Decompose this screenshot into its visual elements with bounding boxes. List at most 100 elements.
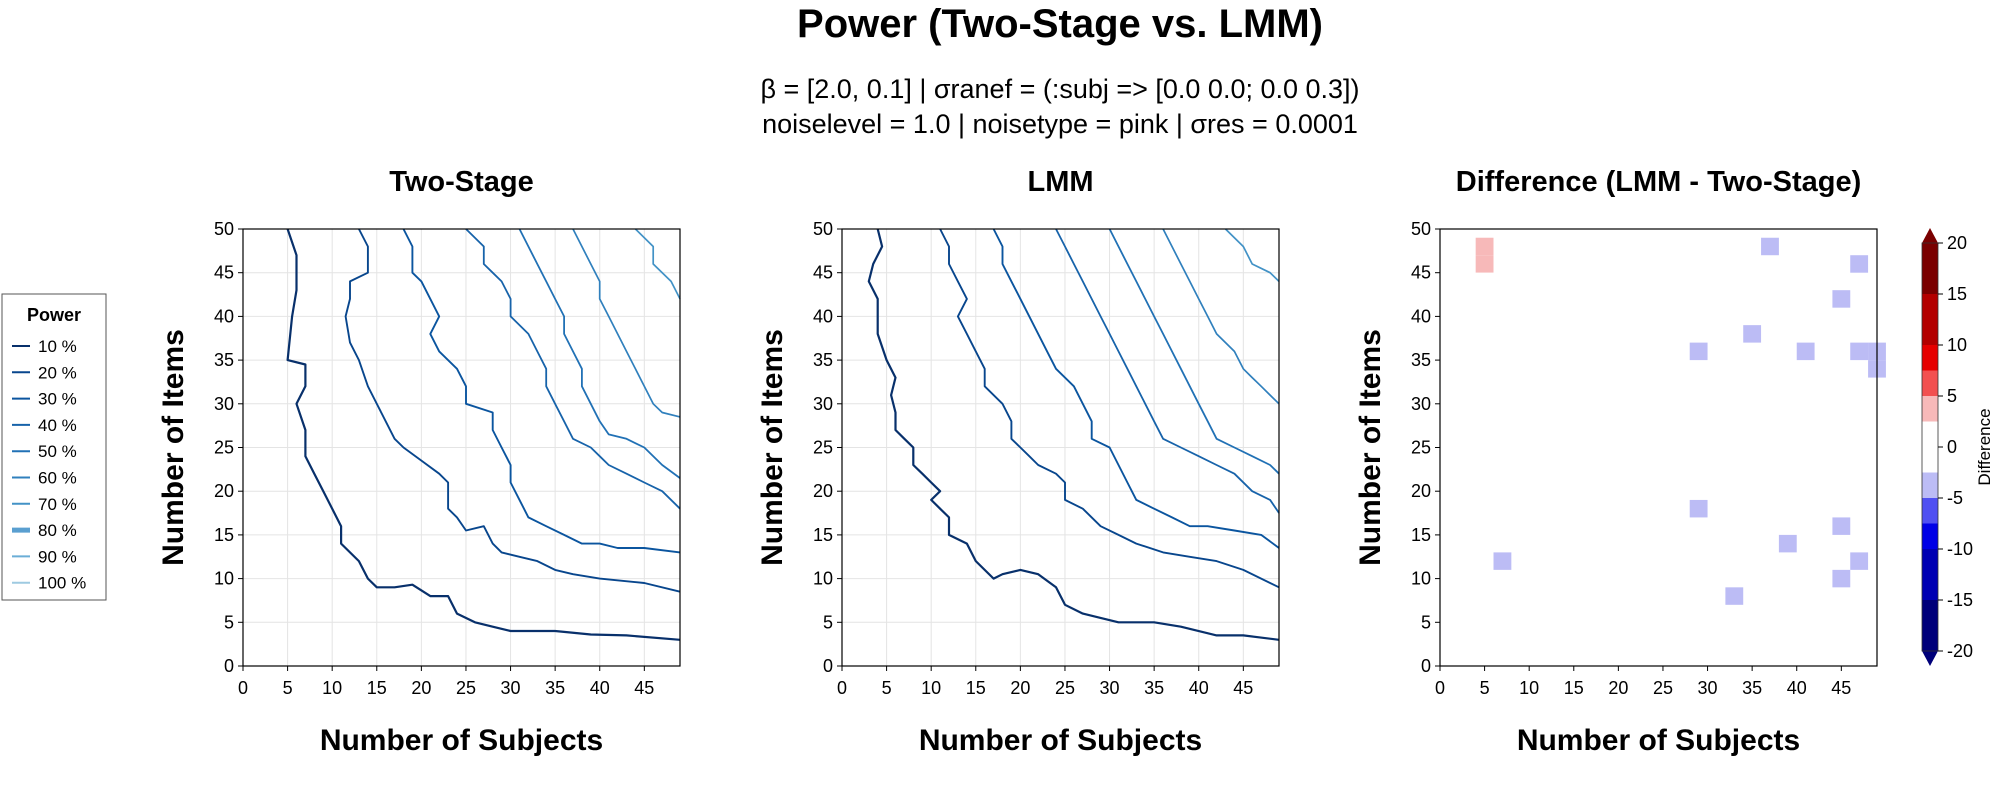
colorbar-label: Difference <box>1975 408 1994 485</box>
colorbar-tick-label: -20 <box>1947 641 1973 661</box>
heatmap-cell <box>1850 342 1869 361</box>
y-tick-label: 0 <box>224 656 234 676</box>
legend-item-label: 20 % <box>38 363 77 382</box>
legend-item-label: 70 % <box>38 495 77 514</box>
y-axis-label: Number of Items <box>1354 329 1387 566</box>
heatmap-cell <box>1689 587 1708 605</box>
heatmap-cell <box>1689 342 1708 361</box>
contour-line-50pct <box>1108 228 1280 475</box>
heatmap-cell <box>1448 325 1467 343</box>
legend-item-label: 10 % <box>38 337 77 356</box>
y-tick-label: 20 <box>1411 481 1431 501</box>
colorbar-tick-label: 15 <box>1947 284 1967 304</box>
legend-item-label: 90 % <box>38 547 77 566</box>
panel-title: Difference (LMM - Two-Stage) <box>1456 166 1861 198</box>
y-tick-label: 35 <box>214 350 234 370</box>
y-tick-label: 15 <box>214 525 234 545</box>
x-tick-label: 25 <box>1653 678 1673 698</box>
x-tick-label: 5 <box>283 678 293 698</box>
x-tick-label: 45 <box>1831 678 1851 698</box>
x-tick-label: 10 <box>1519 678 1539 698</box>
y-tick-label: 30 <box>813 394 833 414</box>
contour-line-60pct <box>1162 228 1280 405</box>
legend-item-label: 60 % <box>38 469 77 488</box>
panel-title: Two-Stage <box>389 166 533 198</box>
colorbar-bin <box>1922 396 1938 422</box>
contour-line-10pct <box>867 228 1280 641</box>
x-tick-label: 35 <box>545 678 565 698</box>
contour-line-50pct <box>518 228 681 479</box>
heatmap-cell <box>1493 552 1512 570</box>
y-axis-label: Number of Items <box>756 329 789 566</box>
y-tick-label: 10 <box>1411 569 1431 589</box>
x-axis-label: Number of Subjects <box>320 724 603 757</box>
heatmap-cell <box>1850 552 1869 570</box>
x-tick-label: 40 <box>1787 678 1807 698</box>
heatmap-cell <box>1743 325 1762 343</box>
panel-0: Two-Stage 0 5 10 15 20 25 30 35 40 45 0 5 10 15 20 25 30 3… <box>157 166 681 757</box>
y-tick-label: 50 <box>813 219 833 239</box>
colorbar-bin <box>1922 549 1938 600</box>
x-tick-label: 30 <box>501 678 521 698</box>
plot-frame <box>1439 228 1878 667</box>
legend-item-label: 80 % <box>38 521 77 540</box>
chart-panels: Two-Stage 0 5 10 15 20 25 30 35 40 45 0 5 10 15 20 25 30 3… <box>157 166 1886 757</box>
heatmap-cell <box>1850 255 1869 273</box>
legend-item-label: 100 % <box>38 574 86 593</box>
contour-line-10pct <box>286 228 681 641</box>
y-tick-label: 40 <box>813 306 833 326</box>
contour-line-70pct <box>1224 228 1280 283</box>
x-tick-label: 25 <box>456 678 476 698</box>
x-tick-label: 15 <box>1564 678 1584 698</box>
contour-line-30pct <box>992 228 1280 549</box>
heatmap-cell <box>1475 255 1494 273</box>
y-axis-label: Number of Items <box>157 329 190 566</box>
x-tick-label: 0 <box>837 678 847 698</box>
y-tick-label: 20 <box>214 481 234 501</box>
x-tick-label: 35 <box>1742 678 1762 698</box>
x-tick-label: 30 <box>1698 678 1718 698</box>
heatmap-cell <box>1761 552 1779 570</box>
colorbar-bin <box>1922 421 1938 473</box>
y-tick-label: 15 <box>813 525 833 545</box>
colorbar-bin <box>1922 243 1938 294</box>
y-tick-label: 35 <box>1411 350 1431 370</box>
colorbar-tick-label: -15 <box>1947 590 1973 610</box>
heatmap-cell <box>1850 325 1869 343</box>
x-axis-label: Number of Subjects <box>1517 724 1800 757</box>
x-tick-label: 15 <box>966 678 986 698</box>
x-tick-label: 40 <box>590 678 610 698</box>
y-tick-label: 20 <box>813 481 833 501</box>
power-legend: Power 10 % 20 % 30 % 40 % 50 % 60 % 70 % 80 % 90 … <box>1 293 107 601</box>
y-tick-label: 10 <box>214 569 234 589</box>
colorbar-bin <box>1922 294 1938 345</box>
figure-title: Power (Two-Stage vs. LMM) <box>797 2 1323 46</box>
difference-colorbar: 20 15 10 5 0 -5 -10 -15 -20 Difference <box>1921 228 1994 666</box>
x-tick-label: 0 <box>1435 678 1445 698</box>
x-tick-label: 15 <box>367 678 387 698</box>
heatmap-cell <box>1448 342 1467 361</box>
heatmap-cell <box>1761 237 1779 256</box>
heatmap-cell <box>1475 237 1494 256</box>
colorbar-tick-label: 5 <box>1947 386 1957 406</box>
y-tick-label: 0 <box>1421 656 1431 676</box>
colorbar-bin <box>1922 523 1938 549</box>
y-tick-label: 40 <box>1411 306 1431 326</box>
y-tick-label: 5 <box>823 612 833 632</box>
contour-line-30pct <box>402 228 681 554</box>
colorbar-extend-top <box>1922 228 1938 243</box>
panel-title: LMM <box>1027 166 1093 198</box>
x-tick-label: 20 <box>1010 678 1030 698</box>
y-tick-label: 50 <box>1411 219 1431 239</box>
y-tick-label: 5 <box>1421 612 1431 632</box>
y-tick-label: 35 <box>813 350 833 370</box>
y-tick-label: 5 <box>224 612 234 632</box>
y-tick-label: 45 <box>1411 263 1431 283</box>
figure-subtitle-line1: β = [2.0, 0.1] | σranef = (:subj => [0.0… <box>760 74 1359 104</box>
x-axis-label: Number of Subjects <box>919 724 1202 757</box>
heatmap-cell <box>1832 290 1851 308</box>
x-tick-label: 10 <box>921 678 941 698</box>
y-tick-label: 40 <box>214 306 234 326</box>
panel-1: LMM 0 5 10 15 20 25 30 35 40 45 0 5 10 15 20 25 30 35 40 45 5… <box>756 166 1280 757</box>
